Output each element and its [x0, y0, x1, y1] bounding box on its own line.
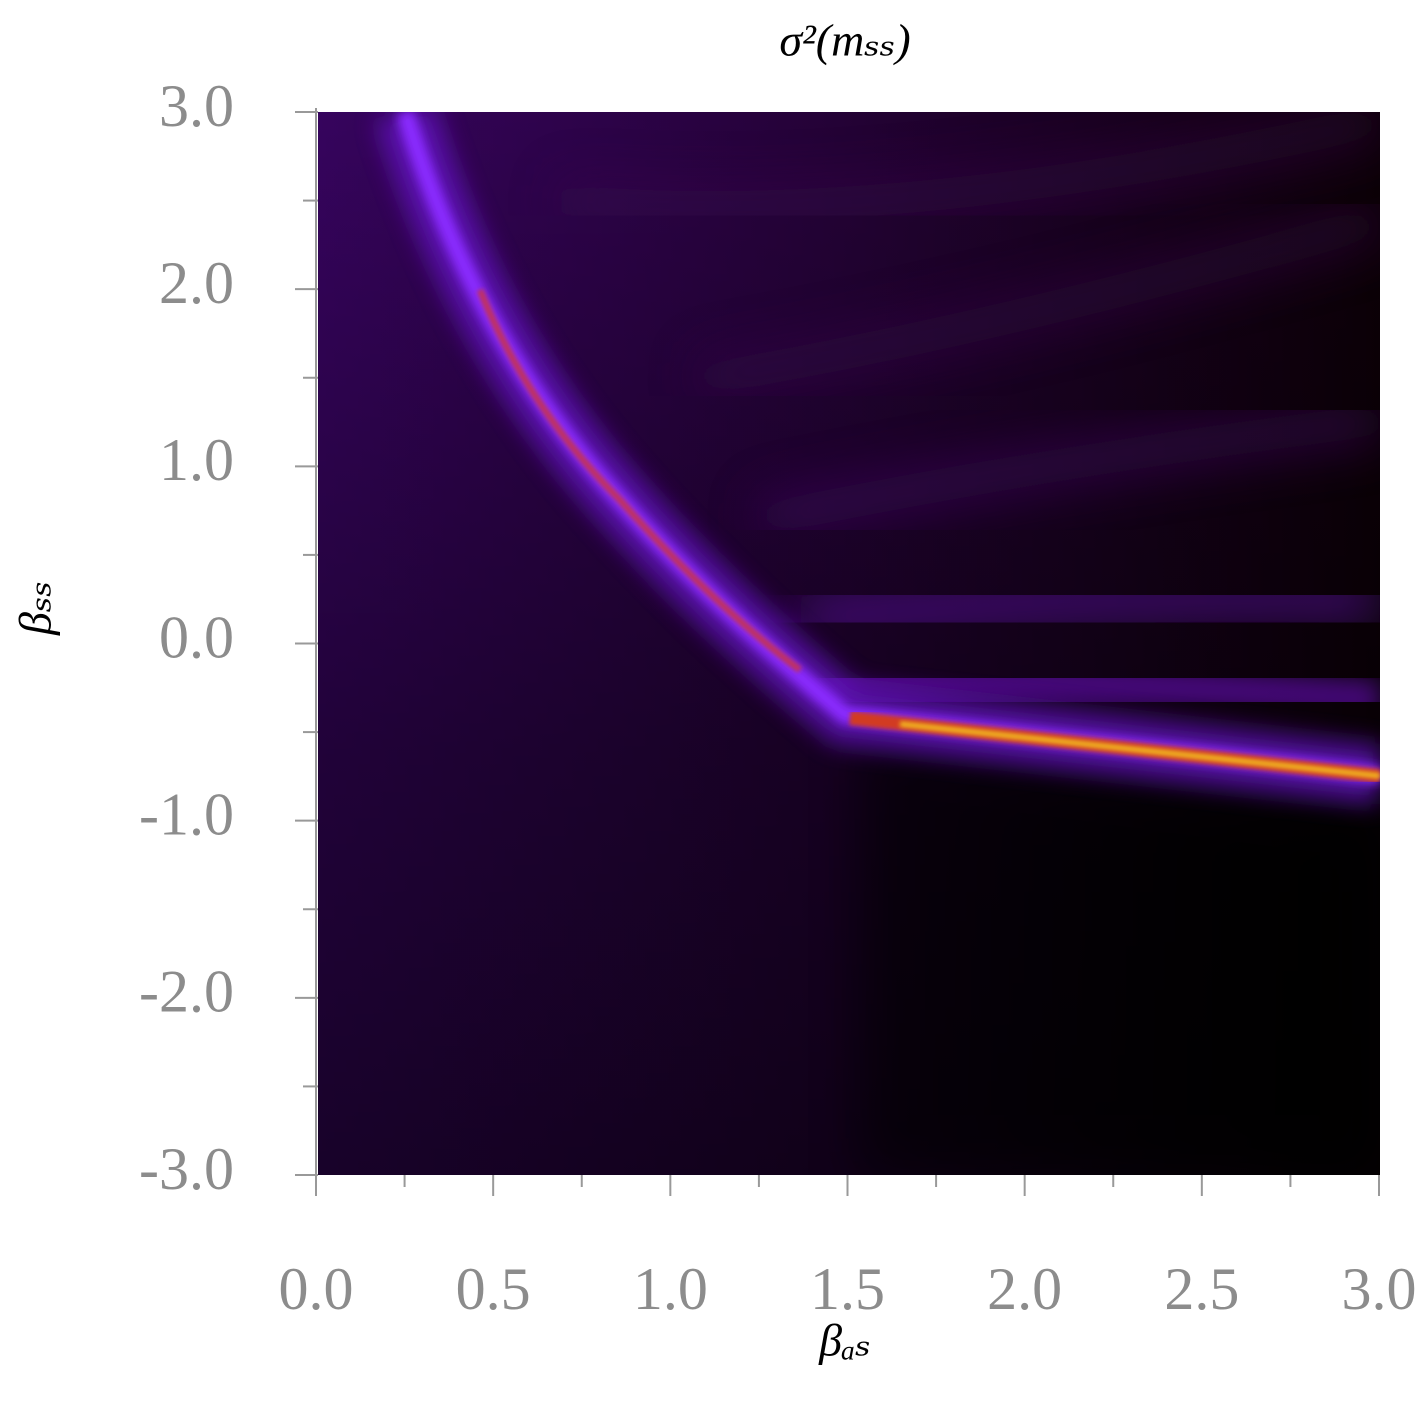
y-tick-label: 2.0 [159, 250, 234, 316]
heatmap [318, 112, 1380, 1175]
y-tick-label: 1.0 [159, 427, 234, 493]
x-tick-label: 1.0 [633, 1256, 708, 1322]
y-tick-label: -1.0 [139, 781, 234, 847]
x-tick-label: 2.5 [1164, 1256, 1239, 1322]
x-tick-label: 2.0 [987, 1256, 1062, 1322]
chart-title: σ²(mₛₛ) [779, 15, 910, 66]
y-tick-label: 3.0 [159, 73, 234, 139]
y-tick-label: -2.0 [139, 959, 234, 1025]
x-tick-label: 0.5 [456, 1256, 531, 1322]
y-axis-label: βₛₛ [10, 581, 61, 636]
y-tick-label: -3.0 [139, 1136, 234, 1202]
x-tick-label: 0.0 [279, 1256, 354, 1322]
x-tick-label: 3.0 [1342, 1256, 1417, 1322]
y-tick-label: 0.0 [159, 604, 234, 670]
x-tick-label: 1.5 [810, 1256, 885, 1322]
x-axis-label: βₐₛ [818, 1315, 871, 1366]
